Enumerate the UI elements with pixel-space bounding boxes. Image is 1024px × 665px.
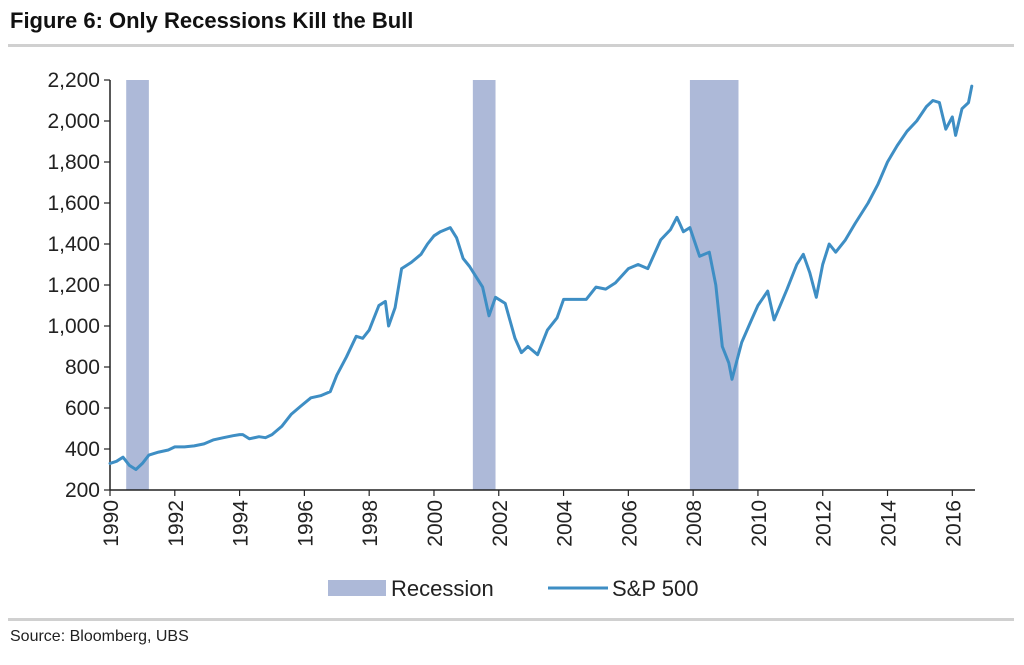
y-tick-label: 400 xyxy=(65,438,100,461)
x-tick-label: 2014 xyxy=(878,500,901,547)
recession-band-1 xyxy=(126,80,149,490)
axes xyxy=(109,80,975,491)
y-tick-label: 600 xyxy=(65,397,100,420)
recession-band-3 xyxy=(689,80,739,490)
sp500-line xyxy=(108,84,974,471)
recession-bands xyxy=(126,80,739,490)
y-tick-label: 1,600 xyxy=(47,192,100,215)
y-tick-label: 2,000 xyxy=(47,110,100,133)
legend-sp500-label: S&P 500 xyxy=(612,576,698,601)
legend: Recession S&P 500 xyxy=(328,576,698,601)
top-divider xyxy=(8,44,1014,47)
x-tick-label: 2004 xyxy=(554,500,577,547)
y-tick-label: 800 xyxy=(65,356,100,379)
y-tick-labels: 200 400 600 800 1,000 1,200 1,400 1,600 1,800 2,0… xyxy=(47,69,110,502)
y-tick-label: 2,200 xyxy=(47,69,100,92)
x-tick-label: 1992 xyxy=(165,500,188,547)
x-tick-label: 2016 xyxy=(942,500,965,547)
y-tick-label: 1,800 xyxy=(47,151,100,174)
bottom-divider xyxy=(8,618,1014,621)
y-tick-label: 200 xyxy=(65,479,100,502)
x-tick-label: 1996 xyxy=(294,500,317,547)
legend-recession-swatch xyxy=(328,580,386,596)
x-tick-label: 1998 xyxy=(359,500,382,547)
y-tick-label: 1,000 xyxy=(47,315,100,338)
x-tick-label: 1994 xyxy=(230,500,253,547)
chart-title: Figure 6: Only Recessions Kill the Bull xyxy=(10,8,414,33)
x-tick-label: 2002 xyxy=(489,500,512,547)
x-tick-labels: 1990 1992 1994 1996 1998 2000 2002 2004 2006 2008… xyxy=(100,490,965,547)
x-tick-label: 1990 xyxy=(100,500,123,547)
y-tick-label: 1,200 xyxy=(47,274,100,297)
source-note: Source: Bloomberg, UBS xyxy=(10,628,189,645)
legend-recession-label: Recession xyxy=(391,576,494,601)
x-tick-label: 2008 xyxy=(683,500,706,547)
x-tick-label: 2006 xyxy=(618,500,641,547)
x-tick-label: 2012 xyxy=(813,500,836,547)
recession-band-2 xyxy=(472,80,496,490)
x-tick-label: 2000 xyxy=(424,500,447,547)
x-tick-label: 2010 xyxy=(748,500,771,547)
y-tick-label: 1,400 xyxy=(47,233,100,256)
